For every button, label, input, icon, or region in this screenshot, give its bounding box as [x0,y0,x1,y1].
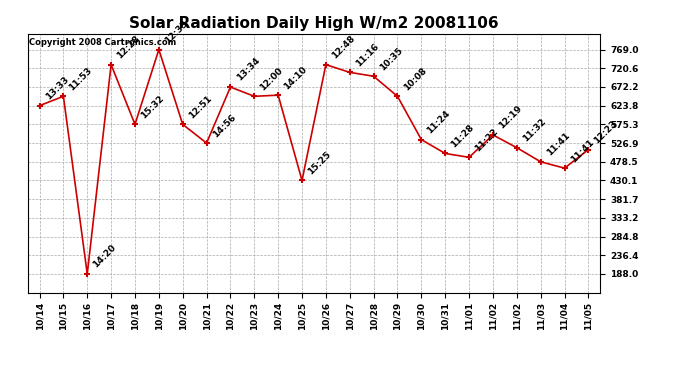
Text: Copyright 2008 Cartronics.com: Copyright 2008 Cartronics.com [29,38,176,46]
Text: 12:00: 12:00 [259,66,285,92]
Text: 14:20: 14:20 [91,243,118,270]
Text: 15:25: 15:25 [306,150,333,176]
Text: 11:24: 11:24 [426,109,452,135]
Text: 11:53: 11:53 [68,66,94,92]
Text: 13:34: 13:34 [235,56,262,83]
Text: 11:16: 11:16 [354,42,380,68]
Title: Solar Radiation Daily High W/m2 20081106: Solar Radiation Daily High W/m2 20081106 [129,16,499,31]
Text: 14:56: 14:56 [210,112,237,139]
Text: 11:22: 11:22 [473,126,500,153]
Text: 12:48: 12:48 [330,34,357,60]
Text: 11:41: 11:41 [569,137,595,164]
Text: 11:32: 11:32 [521,117,548,144]
Text: 12:19: 12:19 [497,104,524,131]
Text: 13:33: 13:33 [43,75,70,102]
Text: 12:23: 12:23 [593,119,619,146]
Text: 11:28: 11:28 [449,123,476,149]
Text: 12:33: 12:33 [163,19,190,45]
Text: 14:10: 14:10 [282,64,309,91]
Text: 10:35: 10:35 [377,45,404,72]
Text: 15:32: 15:32 [139,94,166,120]
Text: 10:08: 10:08 [402,66,428,92]
Text: 12:51: 12:51 [187,94,213,120]
Text: 12:28: 12:28 [115,34,142,60]
Text: 11:41: 11:41 [545,131,571,158]
